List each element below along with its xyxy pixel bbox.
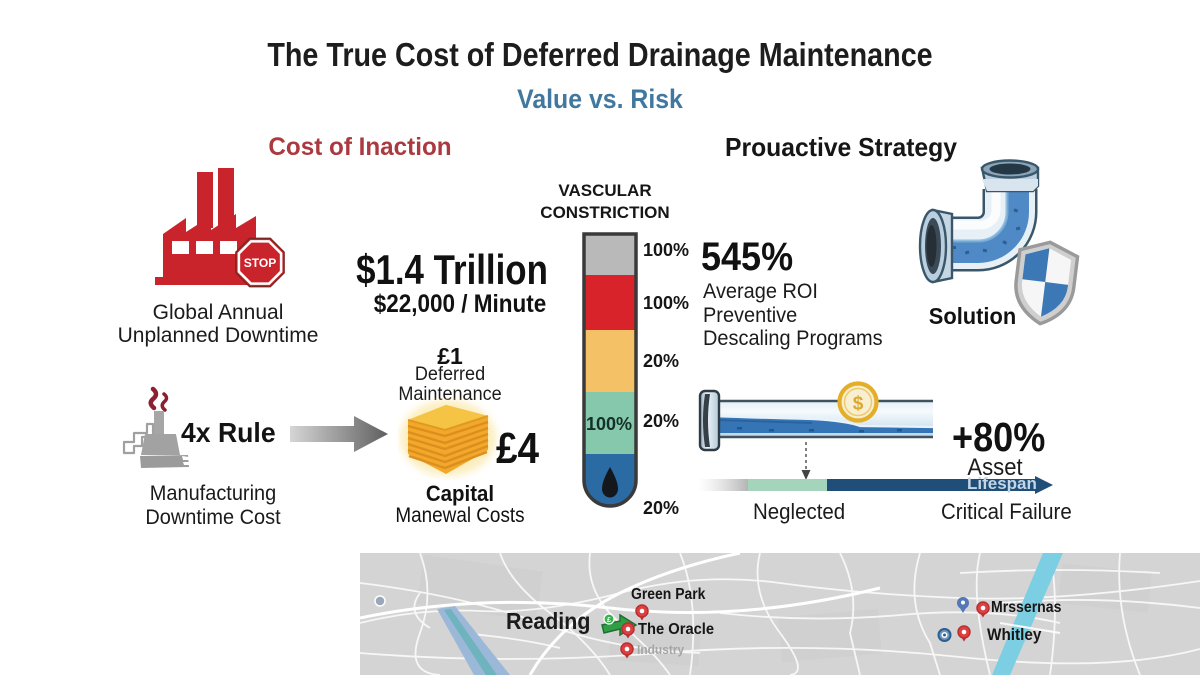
svg-text:100%: 100% xyxy=(586,414,632,434)
svg-text:STOP: STOP xyxy=(244,256,277,270)
svg-text:£: £ xyxy=(607,617,611,624)
svg-text:$: $ xyxy=(853,394,864,415)
